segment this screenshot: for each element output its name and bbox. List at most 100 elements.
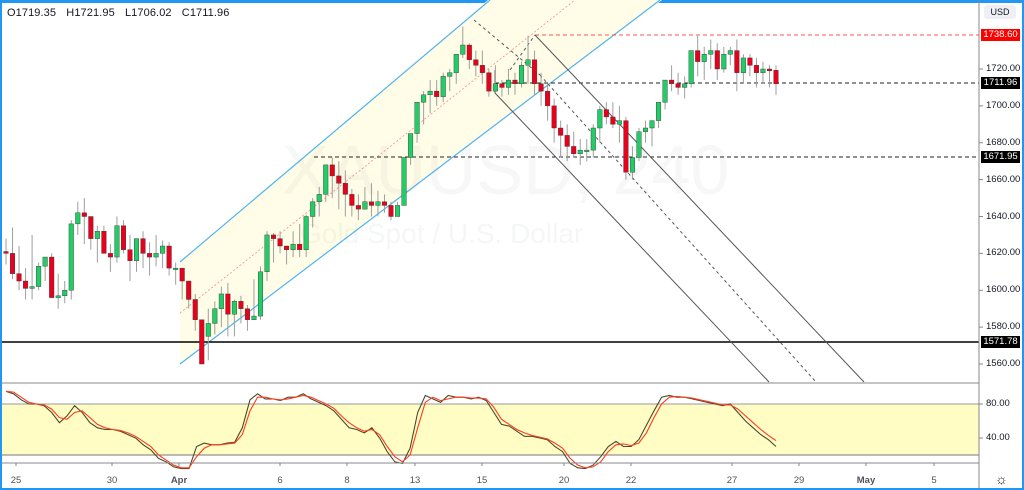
desc-channel-median-line[interactable] [539,74,817,383]
candle [571,146,577,155]
candle [381,201,387,206]
candle [395,205,401,217]
watermark-description: Gold Spot / U.S. Dollar [300,218,584,249]
candle [342,183,348,195]
candle [134,238,140,261]
candle [62,290,68,296]
candle [714,50,720,70]
candle [231,301,237,315]
last-price-tag: 1711.96 [981,77,1020,89]
candle [538,83,544,92]
zigzag-line[interactable] [473,19,541,76]
zigzag-line-2[interactable] [509,34,536,71]
candle [271,234,277,239]
candle [212,308,218,324]
price-tick-label: 1640.00 [986,210,1021,222]
channel-upper-line[interactable] [179,0,491,263]
candle [551,105,557,129]
time-tick-label: 6 [277,475,283,486]
candle [120,225,126,250]
candle [753,65,759,73]
candle [3,251,9,254]
candle [388,205,394,217]
candle [434,90,440,97]
candle [10,253,16,274]
candle [323,164,329,195]
time-tick-label: 15 [476,475,488,486]
candle [349,194,355,206]
candle [101,231,107,254]
candle [512,79,518,84]
candle [492,83,498,92]
candle [642,127,648,132]
support-price-tag: 1571.78 [981,336,1020,348]
time-tick-label: Apr [170,475,188,486]
price-tick-label: 1560.00 [986,358,1021,369]
candle [734,50,740,73]
price-tick-label: 1660.00 [986,173,1021,185]
candle [616,120,622,125]
time-tick-label: 22 [625,475,637,486]
candle [329,164,335,177]
price-tick-label: 1600.00 [986,284,1021,296]
price-tick-label: 1680.00 [986,136,1021,148]
candle [773,69,779,85]
candle [42,256,48,267]
candle [740,57,746,73]
level-price-tag: 1671.95 [981,151,1020,163]
candle [297,243,303,250]
candle [238,301,244,309]
candle [147,253,153,258]
candle [636,131,642,158]
candle [303,216,309,250]
candle [558,127,564,136]
candle [721,54,727,70]
candle [205,323,211,337]
candle [695,50,701,62]
candle [368,201,374,206]
settings-gear-icon[interactable]: ☼ [995,471,1008,487]
desc-channel-upper-line[interactable] [534,34,865,383]
time-tick-label: 29 [793,475,805,486]
stochastic-d-line [5,390,777,469]
candle [408,133,414,158]
time-tick-label: 8 [344,475,350,486]
candle [186,280,192,300]
watermark-symbol: XAUUSD, 240 [282,131,730,209]
candle [290,243,296,250]
candle [760,68,766,73]
time-tick-label: 27 [726,475,738,486]
candle [173,267,179,270]
candle [140,238,146,254]
candle [564,135,570,147]
candle [532,59,538,84]
candle [447,72,453,77]
candle [336,175,342,184]
price-tick-label: 1580.00 [986,321,1021,333]
currency-button[interactable]: USD [984,5,1016,19]
candle [525,59,531,66]
candle [701,54,707,62]
candle [49,256,55,298]
candle [127,249,133,261]
candle [590,127,596,151]
osc-tick-label: 80.00 [986,398,1010,409]
time-tick-label: 20 [558,475,570,486]
candle [107,253,113,258]
candle [479,65,485,73]
candle [577,149,583,155]
candle [473,59,479,66]
candle [166,245,172,269]
candle [55,295,61,298]
candle [460,44,466,55]
candle [545,90,551,107]
candle [414,101,420,134]
candle [277,238,283,247]
price-tick-label: 1720.00 [986,63,1021,74]
candle [88,216,94,239]
candle [199,319,205,365]
candle [36,266,42,287]
desc-channel-lower-line[interactable] [494,92,770,383]
candle [244,308,250,320]
